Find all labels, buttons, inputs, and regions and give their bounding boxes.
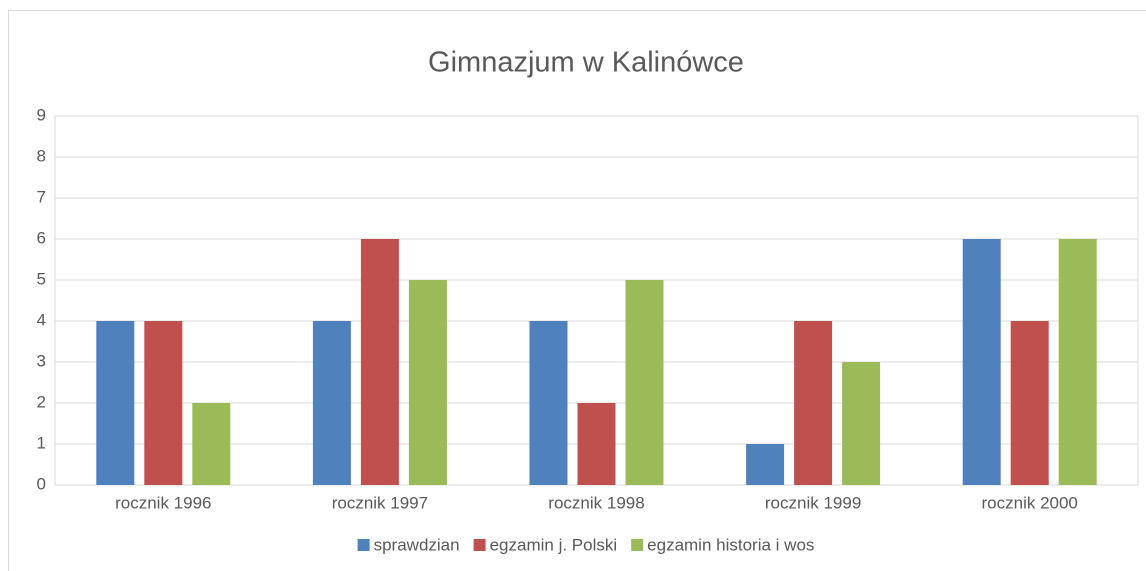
y-tick-label: 6 [37, 228, 46, 247]
y-tick-label: 2 [37, 392, 46, 411]
legend-label: sprawdzian [374, 535, 460, 554]
bar [408, 280, 447, 485]
bar [144, 321, 183, 485]
bar [96, 321, 135, 485]
y-tick-label: 0 [37, 474, 46, 493]
y-tick-label: 4 [37, 310, 46, 329]
legend-swatch [473, 539, 486, 551]
legend-swatch [631, 539, 644, 551]
bar [577, 403, 616, 485]
x-tick-label: rocznik 1997 [332, 493, 428, 512]
x-tick-label: rocznik 1999 [765, 493, 861, 512]
chart-title: Gimnazjum w Kalinówce [428, 47, 744, 79]
bar [1010, 321, 1049, 485]
x-tick-label: rocznik 1998 [548, 493, 644, 512]
legend-label: egzamin j. Polski [490, 535, 618, 554]
bar [746, 444, 785, 485]
y-tick-label: 8 [37, 146, 46, 165]
bar [360, 239, 399, 485]
y-tick-label: 9 [37, 105, 46, 124]
x-tick-label: rocznik 1996 [115, 493, 211, 512]
bar [962, 239, 1001, 485]
bar [625, 280, 664, 485]
y-tick-label: 3 [37, 351, 46, 370]
bar [794, 321, 833, 485]
bar [1058, 239, 1097, 485]
bar [529, 321, 568, 485]
legend-swatch [357, 539, 370, 551]
legend-label: egzamin historia i wos [647, 535, 814, 554]
bar [312, 321, 351, 485]
bar [842, 362, 881, 485]
y-tick-label: 5 [37, 269, 46, 288]
x-tick-label: rocznik 2000 [982, 493, 1078, 512]
bar [192, 403, 231, 485]
y-tick-label: 1 [37, 433, 46, 452]
y-tick-label: 7 [37, 187, 46, 206]
